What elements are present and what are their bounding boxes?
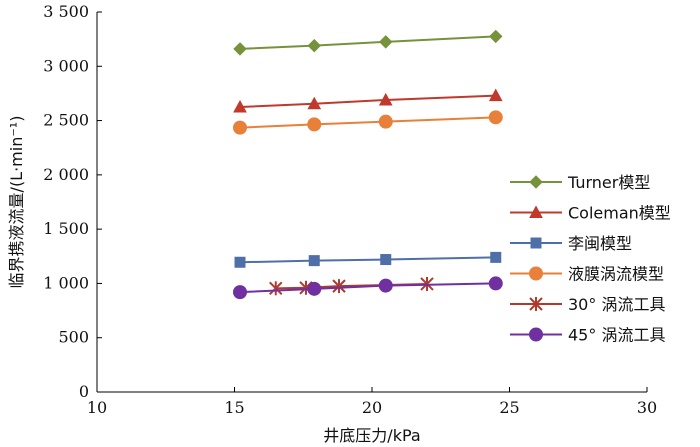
series-2 — [233, 88, 503, 113]
data-point — [269, 281, 283, 296]
y-tick-label: 2 000 — [43, 165, 89, 184]
legend-marker — [529, 205, 543, 218]
y-tick-label: 2 500 — [43, 111, 89, 130]
legend-label: 30° 涡流工具 — [568, 295, 665, 314]
legend-item: Turner模型 — [510, 173, 650, 192]
data-point — [308, 255, 320, 267]
legend-item: 液膜涡流模型 — [510, 265, 664, 284]
series-3 — [234, 251, 502, 268]
data-point — [233, 120, 247, 135]
y-tick-label: 0 — [79, 382, 89, 401]
legend-label: Turner模型 — [567, 173, 650, 192]
data-point — [307, 96, 322, 110]
legend-label: 45° 涡流工具 — [568, 326, 665, 345]
y-tick-label: 3 500 — [43, 2, 89, 21]
x-tick-label: 20 — [362, 398, 382, 417]
series-line — [239, 116, 496, 129]
series-layer — [233, 29, 503, 300]
legend-marker — [529, 266, 543, 281]
legend-item: 45° 涡流工具 — [510, 326, 665, 345]
y-tick-label: 1 000 — [43, 273, 89, 292]
legend-marker — [530, 237, 542, 249]
data-point — [233, 99, 247, 113]
data-point — [488, 88, 503, 102]
legend-label: 李闽模型 — [568, 234, 632, 253]
data-point — [489, 29, 503, 44]
series-1 — [233, 29, 503, 56]
legend-item: 30° 涡流工具 — [510, 295, 665, 314]
data-point — [233, 285, 247, 300]
data-point — [307, 117, 322, 132]
data-point — [378, 92, 393, 106]
legend-item: 李闽模型 — [510, 234, 632, 253]
data-point — [490, 251, 502, 263]
x-tick-label: 30 — [637, 398, 657, 417]
x-tick-label: 10 — [87, 398, 107, 417]
data-point — [307, 38, 321, 53]
legend-marker — [529, 297, 543, 311]
series-line — [239, 35, 496, 50]
data-point — [332, 279, 346, 294]
series-line — [239, 282, 496, 294]
x-axis-title: 井底压力/kPa — [323, 426, 420, 445]
data-point — [379, 35, 393, 49]
legend-label: 液膜涡流模型 — [568, 265, 664, 284]
series-line — [239, 94, 496, 108]
data-point — [234, 256, 246, 268]
y-axis-title: 临界携液流量/(L·min⁻¹) — [7, 116, 26, 289]
series-6 — [233, 276, 503, 300]
data-point — [488, 276, 503, 291]
data-point — [380, 254, 392, 266]
legend-item: Coleman模型 — [510, 204, 671, 223]
data-point — [233, 42, 247, 56]
x-tick-label: 15 — [224, 398, 244, 417]
axes: 0 500 1 000 1 500 2 000 2 500 3 000 3 500 10 15 20… — [43, 2, 657, 417]
series-line — [239, 256, 496, 264]
data-point — [307, 281, 322, 296]
y-tick-label: 500 — [58, 328, 89, 347]
legend-marker — [529, 175, 543, 189]
legend-marker — [529, 327, 543, 342]
series-4 — [233, 110, 503, 135]
x-tick-label: 25 — [499, 398, 519, 417]
data-point — [378, 114, 393, 129]
data-point — [378, 278, 393, 293]
y-tick-label: 1 500 — [43, 219, 89, 238]
y-tick-label: 3 000 — [43, 56, 89, 75]
legend-label: Coleman模型 — [568, 204, 671, 223]
data-point — [488, 110, 503, 125]
